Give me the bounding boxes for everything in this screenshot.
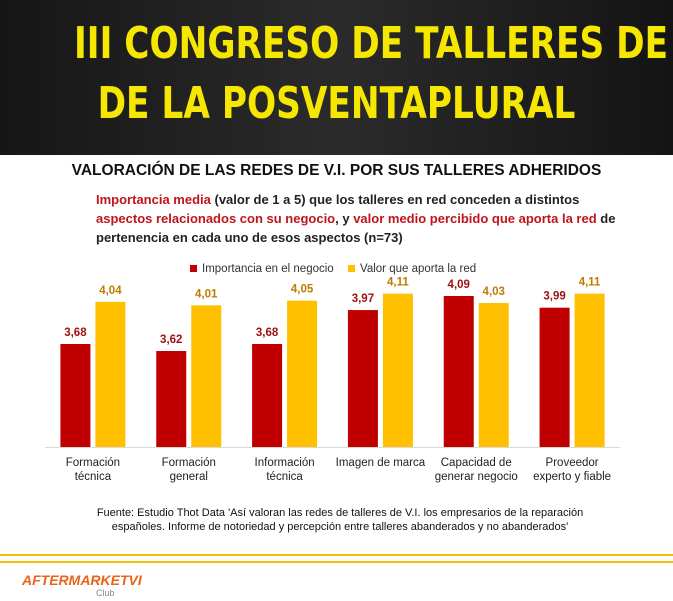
value-label: 4,01: [195, 288, 218, 300]
subtitle-part: de pertenencia en cada uno de esos aspec…: [96, 211, 616, 245]
subtitle-part: Importancia media: [96, 192, 211, 207]
x-tick-label: Formación general: [161, 457, 216, 483]
legend-label: Valor que aporta la red: [360, 263, 476, 275]
value-label: 3,62: [160, 334, 182, 346]
subtitle-part: , y: [335, 211, 354, 226]
value-label: 3,99: [543, 291, 565, 303]
value-label: 3,68: [256, 327, 279, 339]
bar: [539, 307, 570, 447]
legend-label: Importancia en el negocio: [202, 263, 334, 275]
logo-sub: Club: [96, 588, 115, 598]
banner-line: III CONGRESO DE TALLERES DE V.I.: [74, 18, 673, 69]
subtitle-part: (valor de 1 a 5) que los talleres en red…: [210, 192, 580, 207]
banner: III CONGRESO DE TALLERES DE V.I. DE LA P…: [0, 0, 673, 155]
source-note: Fuente: Estudio Thot Data 'Así valoran l…: [96, 507, 584, 533]
legend-swatch: [348, 265, 355, 272]
logo: AFTERMARKETVI: [22, 572, 142, 588]
bar: [478, 303, 509, 447]
value-label: 3,68: [64, 327, 87, 339]
bar: [287, 300, 318, 447]
value-label: 4,04: [99, 285, 122, 297]
x-tick-label: Formación técnica: [65, 457, 121, 483]
x-tick-label: Proveedor experto y fiable: [533, 457, 612, 483]
banner-line: DE LA POSVENTAPLURAL: [97, 78, 576, 129]
x-tick-label: Capacidad de generar negocio: [434, 457, 518, 483]
bar: [191, 305, 222, 447]
bar: [95, 301, 126, 447]
value-label: 4,03: [483, 286, 505, 298]
bar: [60, 343, 91, 447]
bar: [574, 293, 605, 447]
value-label: 4,11: [387, 277, 409, 289]
divider: [0, 554, 673, 556]
value-label: 3,97: [352, 293, 374, 305]
bar: [156, 351, 187, 447]
bar: [347, 310, 378, 447]
x-tick-label: Información técnica: [254, 457, 315, 483]
divider: [0, 561, 673, 563]
legend-swatch: [190, 265, 197, 272]
bar: [443, 295, 474, 447]
chart-title: VALORACIÓN DE LAS REDES DE V.I. POR SUS …: [71, 162, 602, 179]
bar: [382, 293, 413, 447]
chart-subtitle: Importancia media (valor de 1 a 5) que l…: [96, 190, 616, 247]
subtitle-part: valor medio percibido que aporta la red: [353, 211, 597, 226]
x-tick-label: Imagen de marca: [335, 457, 426, 469]
value-label: 4,11: [579, 277, 601, 289]
value-label: 4,05: [291, 284, 314, 296]
subtitle-part: aspectos relacionados con su negocio: [96, 211, 336, 226]
bar: [252, 343, 283, 447]
value-label: 4,09: [448, 279, 470, 291]
